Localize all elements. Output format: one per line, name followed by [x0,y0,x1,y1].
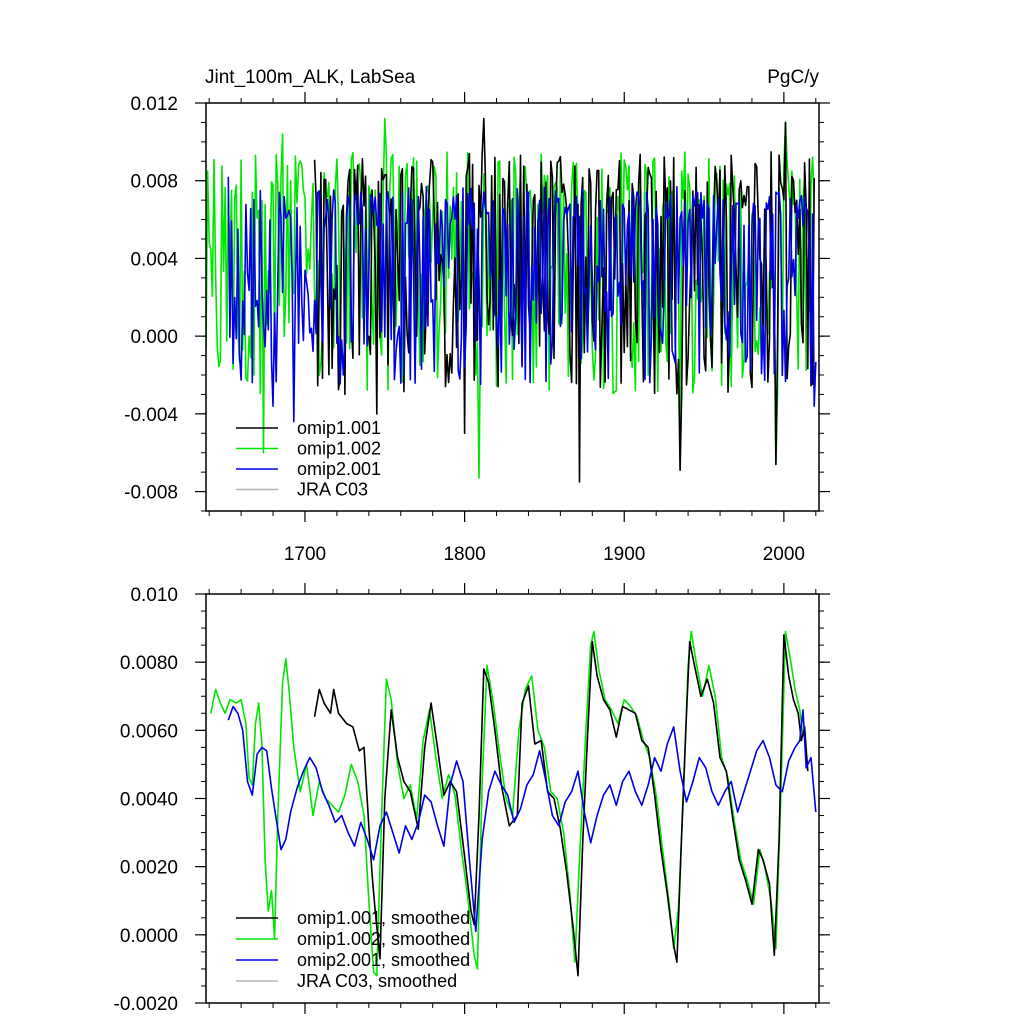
y-tick-label: -0.008 [124,483,178,504]
series-line-omip1-001 [313,634,809,977]
series-line-omip2-001 [227,705,817,933]
y-tick-label: -0.0020 [114,994,178,1015]
y-tick-label: 0.008 [130,172,178,193]
y-tick-label: 0.0000 [120,926,178,947]
legend-label: omip2.001, smoothed [297,950,470,970]
x-tick-label: 1700 [284,544,326,565]
y-tick-label: -0.004 [124,405,178,426]
legend-label: omip1.001 [297,418,381,438]
legend-label: JRA C03 [297,480,368,500]
y-tick-label: 0.0080 [120,653,178,674]
legend-label: omip1.001, smoothed [297,908,470,928]
y-tick-label: 0.0060 [120,721,178,742]
y-tick-label: 0.004 [130,249,178,270]
legend-label: JRA C03, smoothed [297,971,457,991]
y-tick-label: 0.000 [130,327,178,348]
top-panel-frame [205,102,820,512]
legend-label: omip1.002 [297,439,381,459]
top-panel: Jint_100m_ALK, LabSea PgC/y 1700 1800 1900… [124,67,830,565]
x-tick-label: 2000 [763,544,805,565]
top-panel-title: Jint_100m_ALK, LabSea [205,67,416,88]
bottom-panel-ticks: -0.0020 0.0000 0.0020 0.0040 0.0060 0.0080 0.0… [114,583,830,1015]
series-line-omip1-002 [210,630,804,977]
top-panel-ticks: 1700 1800 1900 2000 -0.008 -0.004 0.000 0.004 0.… [124,92,830,565]
top-panel-units: PgC/y [767,67,819,88]
y-tick-label: 0.010 [130,585,178,606]
legend-label: omip2.001 [297,459,381,479]
y-tick-label: 0.0040 [120,790,178,811]
top-panel-plot-area [206,117,817,483]
bottom-panel-plot-area [210,630,817,977]
series-line-omip2-001 [227,176,817,423]
series-line-omip1-001 [313,117,815,483]
x-tick-label: 1800 [443,544,485,565]
y-tick-label: 0.012 [130,94,178,115]
x-tick-label: 1900 [603,544,645,565]
bottom-panel: -0.0020 0.0000 0.0020 0.0040 0.0060 0.0080 0.0… [114,583,830,1015]
legend-label: omip1.002, smoothed [297,929,470,949]
y-tick-label: 0.0020 [120,858,178,879]
